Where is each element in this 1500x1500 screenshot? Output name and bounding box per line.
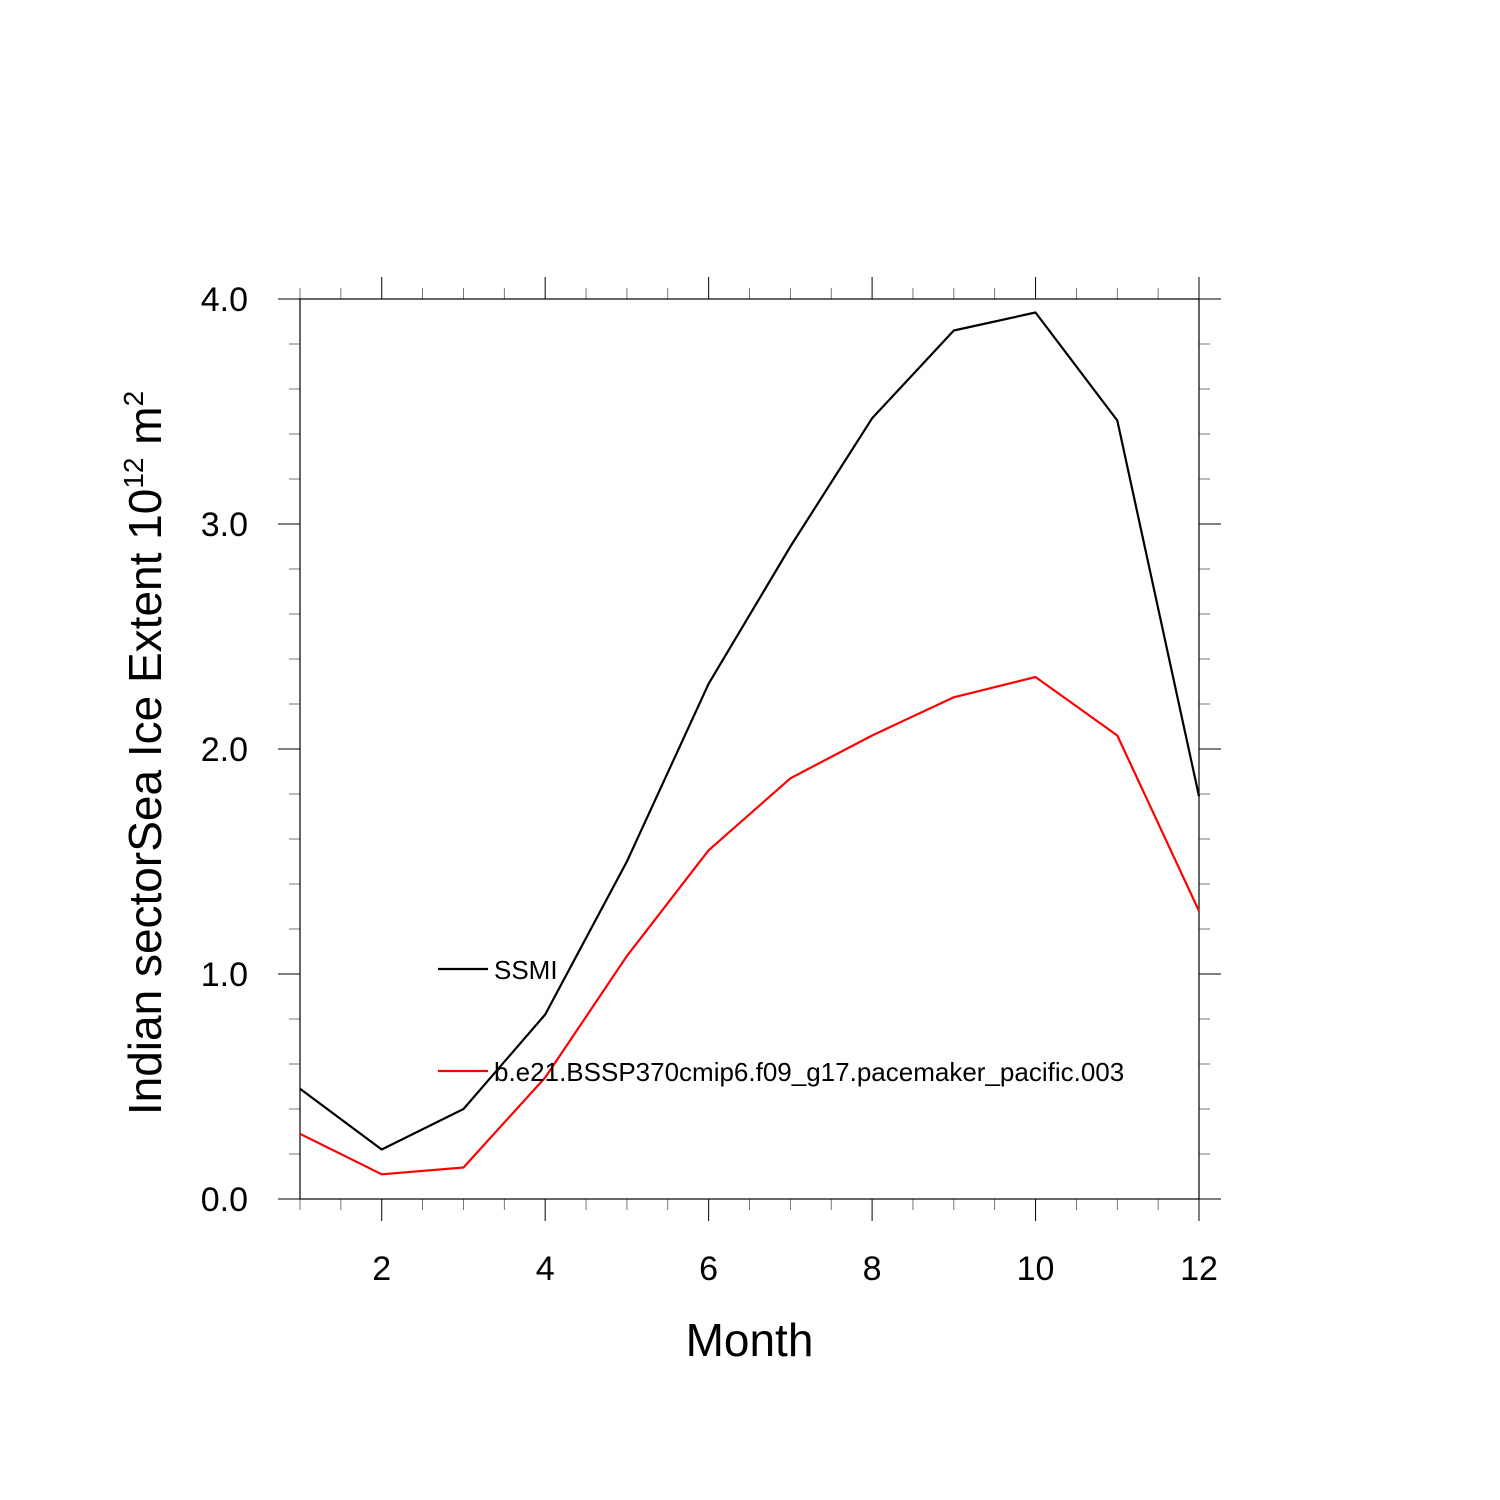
x-tick-labels: 2 4 6 8 10 12 [372, 1250, 1218, 1288]
legend-label-2: b.e21.BSSP370cmip6.f09_g17.pacemaker_pac… [494, 1057, 1124, 1087]
x-tick-label: 8 [863, 1250, 882, 1288]
plot-frame [299, 298, 1200, 1200]
legend-label-1: SSMI [494, 955, 558, 985]
y-axis-title-unit: m [119, 406, 171, 457]
legend: SSMI b.e21.BSSP370cmip6.f09_g17.pacemaker… [438, 955, 1124, 1087]
x-tick-label: 4 [536, 1250, 555, 1288]
y-axis-title-main: Indian sectorSea Ice Extent 10 [119, 489, 171, 1116]
y-tick-label: 4.0 [201, 281, 248, 319]
y-tick-label: 2.0 [201, 731, 248, 769]
series-line-2 [299, 675, 1200, 1176]
x-tick-label: 6 [699, 1250, 718, 1288]
x-axis-title: Month [686, 1314, 814, 1366]
y-axis-title: Indian sectorSea Ice Extent 1012 m2 [118, 391, 171, 1115]
y-axis-title-exponent: 12 [118, 458, 149, 489]
series-lines [299, 311, 1201, 1176]
y-tick-label: 1.0 [201, 956, 248, 994]
x-tick-label: 2 [372, 1250, 391, 1288]
y-tick-label: 3.0 [201, 506, 248, 544]
y-tick-labels: 0.0 1.0 2.0 3.0 4.0 [201, 281, 248, 1219]
x-tick-label: 12 [1180, 1250, 1218, 1288]
axis-ticks [278, 277, 1221, 1221]
y-tick-label: 0.0 [201, 1181, 248, 1219]
x-tick-label: 10 [1017, 1250, 1055, 1288]
series-line-1 [299, 311, 1201, 1151]
y-axis-title-unit-exponent: 2 [118, 391, 149, 407]
